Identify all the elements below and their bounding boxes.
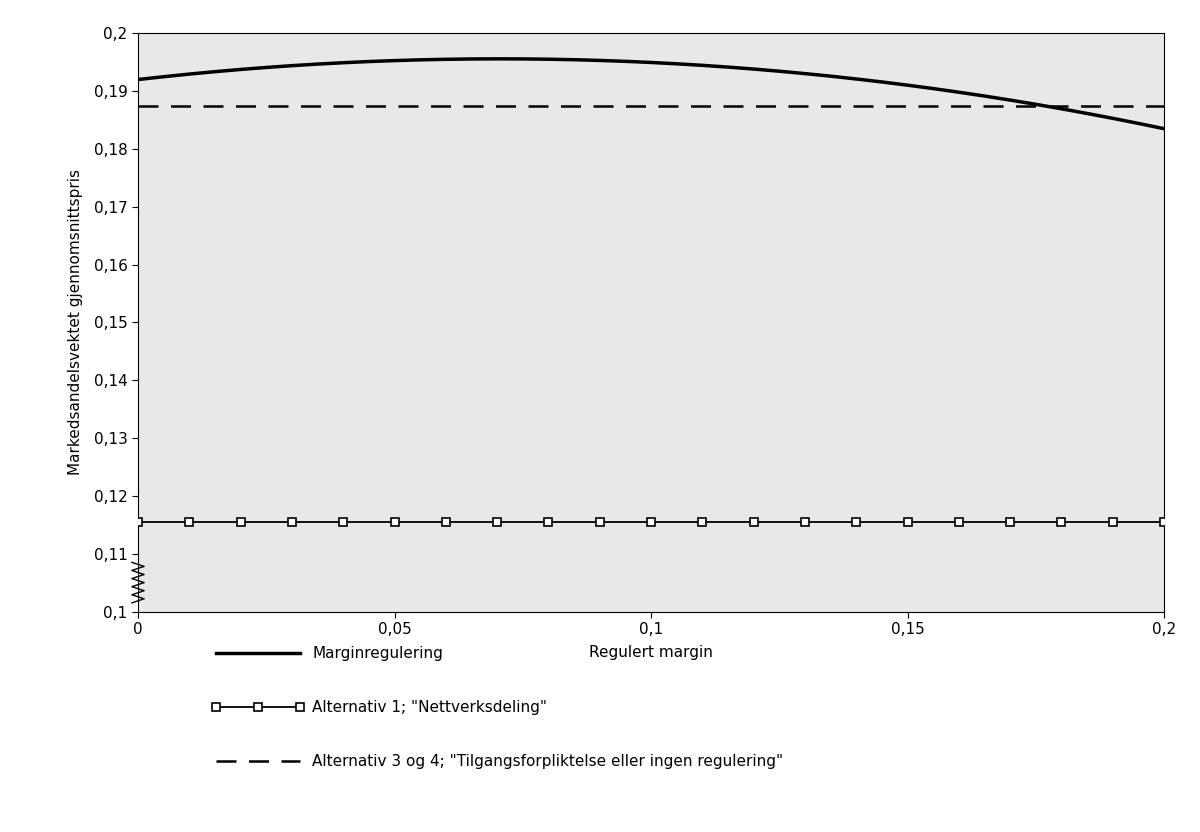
Y-axis label: Markedsandelsvektet gjennomsnittspris: Markedsandelsvektet gjennomsnittspris <box>67 170 83 475</box>
Text: Alternativ 1; "Nettverksdeling": Alternativ 1; "Nettverksdeling" <box>312 700 547 715</box>
X-axis label: Regulert margin: Regulert margin <box>589 646 713 661</box>
Text: Marginregulering: Marginregulering <box>312 646 443 661</box>
Text: Alternativ 3 og 4; "Tilgangsforpliktelse eller ingen regulering": Alternativ 3 og 4; "Tilgangsforpliktelse… <box>312 754 784 769</box>
